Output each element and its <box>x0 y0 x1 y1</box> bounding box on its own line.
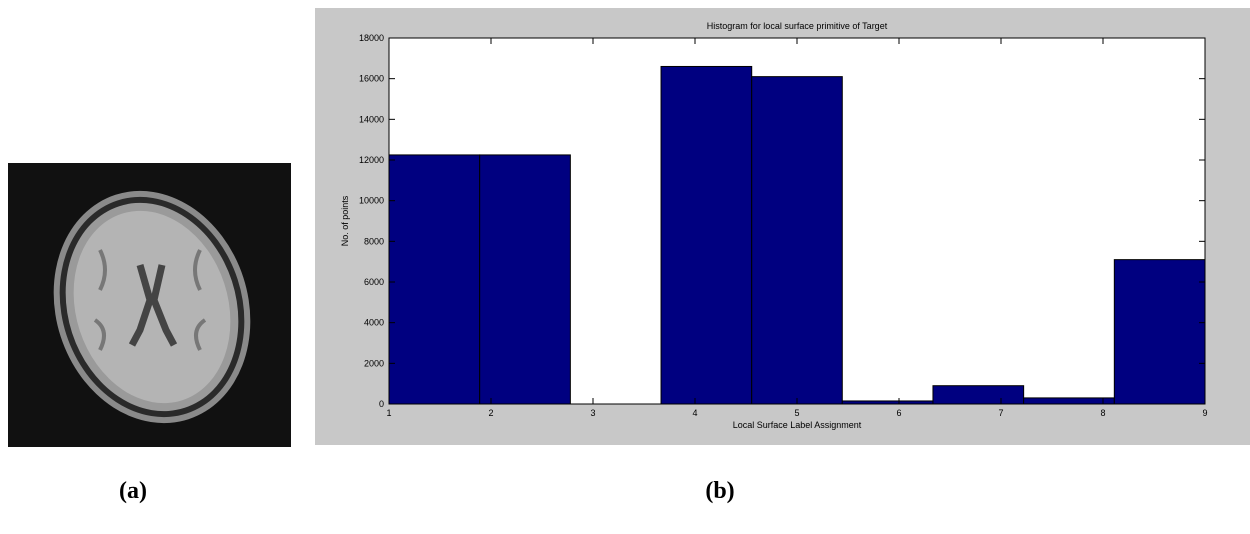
panel-label: (a) <box>119 478 147 504</box>
bar <box>480 155 571 404</box>
y-tick-label: 6000 <box>364 277 384 287</box>
panel-label: (b) <box>705 478 734 504</box>
x-tick-label: 2 <box>488 408 493 418</box>
y-tick-label: 12000 <box>359 155 384 165</box>
y-tick-label: 8000 <box>364 236 384 246</box>
chart-title: Histogram for local surface primitive of… <box>707 21 888 31</box>
y-tick-label: 10000 <box>359 196 384 206</box>
y-tick-label: 14000 <box>359 114 384 124</box>
x-tick-label: 3 <box>590 408 595 418</box>
y-tick-label: 0 <box>379 399 384 409</box>
y-tick-label: 2000 <box>364 358 384 368</box>
x-tick-label: 7 <box>998 408 1003 418</box>
y-tick-label: 4000 <box>364 318 384 328</box>
y-tick-label: 16000 <box>359 74 384 84</box>
x-axis-label: Local Surface Label Assignment <box>733 420 862 430</box>
y-axis-label: No. of points <box>340 195 350 246</box>
bar <box>389 155 480 404</box>
x-tick-label: 1 <box>386 408 391 418</box>
x-tick-label: 8 <box>1100 408 1105 418</box>
x-tick-label: 9 <box>1202 408 1207 418</box>
bar <box>752 77 843 404</box>
page: Histogram for local surface primitive of… <box>0 0 1250 529</box>
x-tick-label: 6 <box>896 408 901 418</box>
bar <box>1024 398 1115 404</box>
bar <box>1114 260 1205 404</box>
y-tick-label: 18000 <box>359 33 384 43</box>
figure: Histogram for local surface primitive of… <box>0 0 1250 529</box>
x-tick-label: 4 <box>692 408 697 418</box>
bar <box>933 386 1024 404</box>
bar <box>661 66 752 404</box>
x-tick-label: 5 <box>794 408 799 418</box>
brain-image <box>8 163 291 449</box>
